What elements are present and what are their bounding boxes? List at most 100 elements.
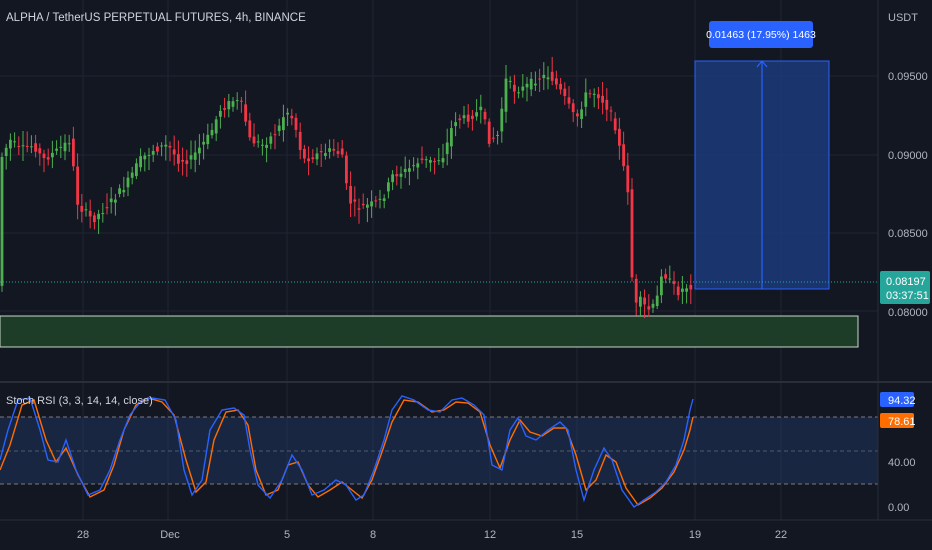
d-value: 78.61 bbox=[888, 416, 916, 428]
candle-body bbox=[168, 145, 172, 148]
candle-body bbox=[626, 165, 630, 193]
candle-body bbox=[21, 145, 25, 147]
candle-body bbox=[46, 157, 50, 160]
candle-body bbox=[382, 198, 386, 202]
candle-body bbox=[336, 151, 340, 154]
candle-body bbox=[529, 78, 533, 90]
k-value: 94.32 bbox=[888, 395, 916, 407]
candle-body bbox=[273, 134, 277, 136]
candle-body bbox=[613, 118, 617, 131]
candle-body bbox=[483, 111, 487, 120]
time-label: 19 bbox=[689, 529, 701, 541]
candle-body bbox=[504, 78, 508, 112]
candle-body bbox=[34, 143, 37, 152]
candle-body bbox=[214, 119, 218, 134]
time-label: 12 bbox=[484, 529, 496, 541]
candle-body bbox=[668, 278, 672, 280]
price-range-measure[interactable]: 0.01463 (17.95%) 1463 bbox=[694, 21, 830, 290]
last-price-badge bbox=[880, 271, 930, 304]
candle-body bbox=[391, 174, 394, 183]
candle-body bbox=[290, 115, 294, 119]
candle-body bbox=[256, 141, 260, 143]
candle-body bbox=[429, 160, 432, 163]
candle-body bbox=[571, 103, 575, 113]
candle-body bbox=[441, 158, 445, 163]
candle-body bbox=[80, 205, 84, 212]
candle-body bbox=[685, 288, 688, 292]
candle-body bbox=[177, 154, 180, 164]
stoch-band bbox=[0, 417, 878, 484]
candle-body bbox=[67, 143, 71, 145]
candle-body bbox=[328, 148, 331, 152]
candle-body bbox=[269, 136, 273, 144]
candle-body bbox=[412, 165, 415, 167]
candle-body bbox=[303, 148, 306, 159]
candle-body bbox=[324, 153, 327, 156]
price-tick: 0.08000 bbox=[888, 307, 928, 319]
candle-body bbox=[580, 109, 583, 119]
candle-body bbox=[664, 274, 667, 279]
candle-body bbox=[181, 159, 184, 162]
candle-body bbox=[240, 100, 243, 102]
candle-body bbox=[550, 71, 554, 81]
candle-body bbox=[433, 161, 436, 163]
candle-body bbox=[349, 185, 352, 204]
price-axis[interactable]: USDT 0.09500 0.09000 0.08500 0.08000 0.0… bbox=[880, 12, 930, 319]
candle-body bbox=[72, 138, 75, 167]
candle-body bbox=[189, 155, 193, 160]
candle-body bbox=[689, 284, 693, 290]
candle-body bbox=[227, 101, 231, 110]
candle-body bbox=[357, 208, 361, 210]
candle-body bbox=[542, 74, 546, 79]
candle-body bbox=[9, 139, 12, 149]
candle-body bbox=[277, 125, 281, 132]
candle-body bbox=[492, 137, 495, 139]
candle-body bbox=[109, 198, 113, 203]
candle-body bbox=[466, 114, 470, 122]
candle-body bbox=[130, 172, 134, 178]
candle-body bbox=[630, 189, 634, 278]
candle-body bbox=[513, 84, 516, 92]
candle-body bbox=[576, 113, 579, 117]
candle-body bbox=[672, 281, 676, 285]
candle-body bbox=[676, 286, 680, 296]
candle-body bbox=[160, 145, 163, 147]
candle-body bbox=[345, 155, 348, 184]
candle-body bbox=[639, 296, 642, 307]
candle-body bbox=[567, 97, 571, 104]
measure-label-box bbox=[709, 21, 813, 48]
candle-body bbox=[681, 288, 684, 292]
candle-body bbox=[88, 210, 92, 217]
candle-body bbox=[517, 92, 520, 94]
candle-body bbox=[307, 158, 310, 162]
candle-body bbox=[101, 213, 105, 215]
candle-body bbox=[534, 83, 537, 86]
candle-body bbox=[353, 199, 357, 202]
stoch-rsi-pane[interactable]: Stoch RSI (3, 3, 14, 14, close) 94.32 78… bbox=[0, 392, 916, 514]
bar-countdown: 03:37:51 bbox=[886, 290, 929, 302]
candle-body bbox=[97, 213, 100, 220]
d-value-badge bbox=[880, 413, 914, 428]
candle-body bbox=[219, 110, 222, 117]
time-label: Dec bbox=[160, 529, 180, 541]
currency-label: USDT bbox=[888, 12, 918, 24]
candle-body bbox=[30, 146, 33, 148]
stoch-d-line bbox=[0, 397, 694, 506]
time-axis[interactable]: 28 Dec 5 8 12 15 19 22 bbox=[77, 529, 787, 541]
candle-body bbox=[378, 198, 382, 200]
candle-body bbox=[395, 174, 399, 177]
stoch-tick: 40.00 bbox=[888, 457, 916, 469]
candle-body bbox=[0, 156, 4, 286]
candle-body bbox=[143, 155, 147, 160]
candle-body bbox=[584, 92, 588, 107]
candle-body bbox=[622, 144, 625, 167]
candle-body bbox=[265, 144, 268, 148]
support-zone[interactable] bbox=[0, 315, 859, 348]
candle-body bbox=[332, 148, 336, 151]
candle-body bbox=[525, 83, 529, 88]
time-label: 5 bbox=[284, 529, 290, 541]
candle-body bbox=[286, 112, 289, 115]
candle-body bbox=[282, 117, 285, 131]
candle-body bbox=[420, 158, 424, 160]
